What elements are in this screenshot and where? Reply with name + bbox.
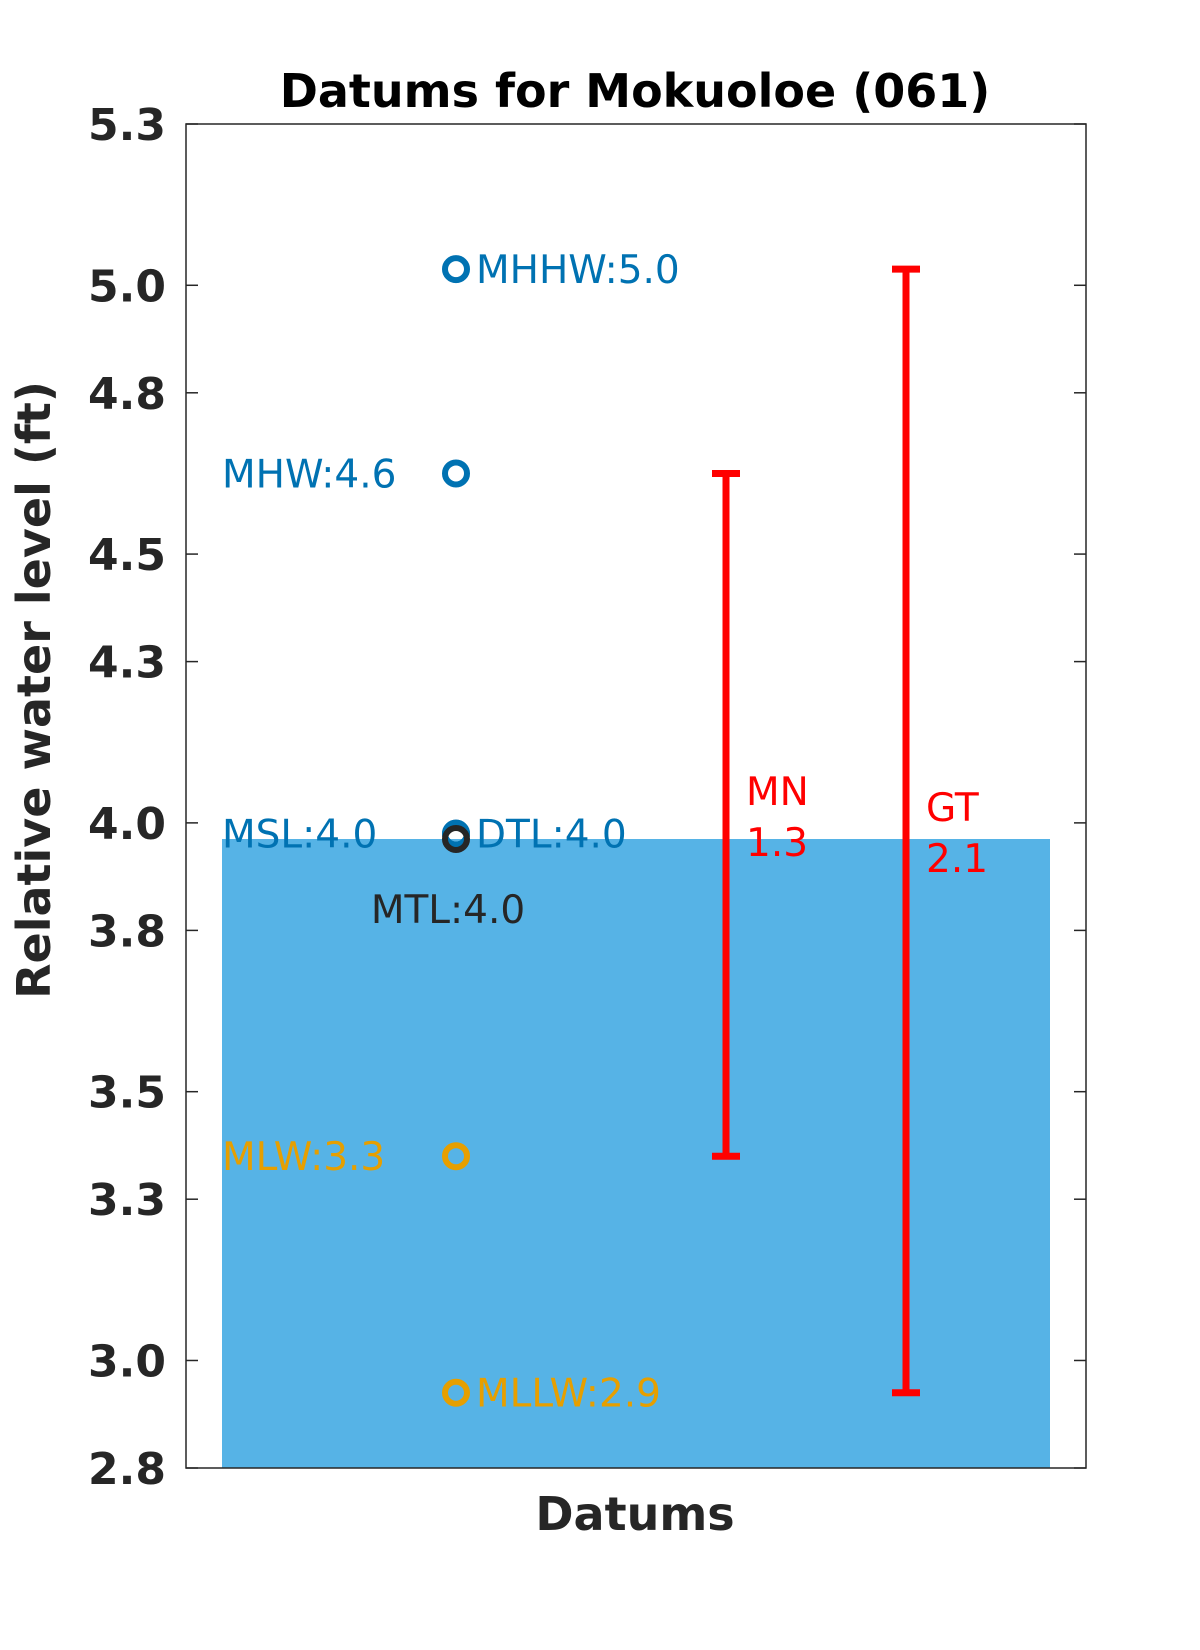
- datum-label-mllw: MLLW:2.9: [476, 1372, 661, 1417]
- datum-label-mhhw: MHHW:5.0: [476, 248, 680, 293]
- y-tick-label: 2.8: [88, 1444, 166, 1495]
- y-tick-label: 3.0: [88, 1336, 166, 1387]
- datum-points: MHHW:5.0 MHW:4.6 DTL:4.0 MSL:4.0 MTL:4.0 MLW:…: [222, 248, 680, 1417]
- y-tick-label: 4.3: [88, 638, 166, 689]
- datum-marker-mllw: [442, 1378, 470, 1407]
- y-tick-label: 3.5: [88, 1068, 166, 1119]
- datum-marker-mhhw: [442, 255, 470, 284]
- range-name-mn: MN: [746, 770, 809, 815]
- y-axis-tick-labels: 2.8 3.0 3.3 3.5 3.8 4.0 4.3 4.5 4.8 5.0 5.3: [88, 100, 166, 1495]
- range-value-gt: 2.1: [926, 837, 988, 882]
- datum-label-mhw: MHW:4.6: [222, 452, 396, 497]
- chart-title: Datums for Mokuoloe (061): [280, 64, 991, 118]
- y-axis-label: Relative water level (ft): [7, 381, 61, 999]
- y-axis-ticks: [186, 123, 1086, 1469]
- range-value-mn: 1.3: [746, 821, 808, 866]
- datum-label-msl: MSL:4.0: [222, 813, 377, 858]
- y-tick-label: 3.8: [88, 906, 166, 957]
- datum-marker-mlw: [442, 1142, 470, 1171]
- y-tick-label: 4.5: [88, 530, 166, 581]
- range-name-gt: GT: [926, 786, 979, 831]
- datum-marker-mtl: [442, 825, 470, 854]
- datum-label-dtl: DTL:4.0: [476, 813, 627, 858]
- y-tick-label: 3.3: [88, 1175, 166, 1226]
- y-tick-label: 5.0: [88, 261, 166, 312]
- datum-label-mtl: MTL:4.0: [371, 888, 525, 933]
- plot-frame: [185, 123, 1087, 1469]
- x-axis-label: Datums: [535, 1487, 734, 1541]
- y-tick-label: 5.3: [88, 100, 166, 151]
- tidal-ranges: MN 1.3 GT 2.1: [712, 265, 988, 1397]
- y-tick-label: 4.0: [88, 799, 166, 850]
- y-tick-label: 4.8: [88, 369, 166, 420]
- datum-label-mlw: MLW:3.3: [222, 1135, 385, 1180]
- water-level-area: [222, 839, 1050, 1468]
- datum-marker-mhw: [442, 459, 470, 488]
